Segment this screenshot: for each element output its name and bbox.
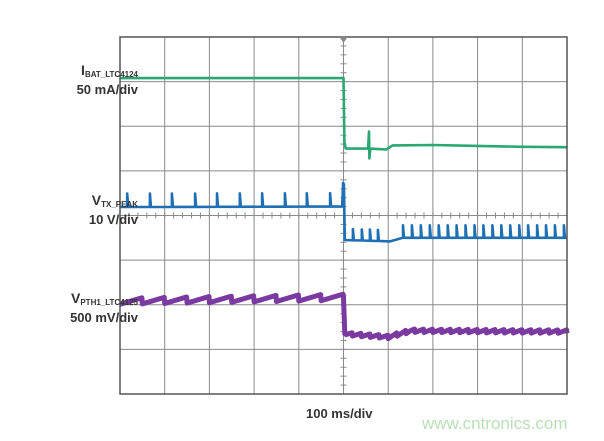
label-vtx: VTX_PEAK 10 V/div [88, 192, 138, 228]
label-vpth-scale: 500 mV/div [70, 310, 138, 325]
label-ibat-scale: 50 mA/div [76, 82, 138, 97]
traces [117, 76, 570, 342]
label-vtx-main: V [91, 192, 102, 208]
label-vpth: VPTH1_LTC4125 500 mV/div [70, 290, 138, 326]
label-ibat: IBAT_LTC4124 50 mA/div [76, 62, 138, 98]
label-ibat-sub: BAT_LTC4124 [84, 70, 138, 79]
label-vpth-sub: PTH1_LTC4125 [80, 298, 138, 307]
trace-vtx-peak [118, 181, 567, 243]
label-vpth-main: V [71, 290, 81, 306]
x-axis-label: 100 ms/div [306, 406, 373, 421]
label-vtx-scale: 10 V/div [88, 212, 138, 227]
label-ibat-main: I [81, 62, 85, 78]
trace-ibat [120, 76, 568, 160]
label-vtx-sub: TX_PEAK [101, 200, 138, 209]
watermark: www.cntronics.com [422, 414, 568, 433]
trigger-marker-icon [339, 37, 348, 43]
trace-vpth1 [117, 291, 570, 342]
